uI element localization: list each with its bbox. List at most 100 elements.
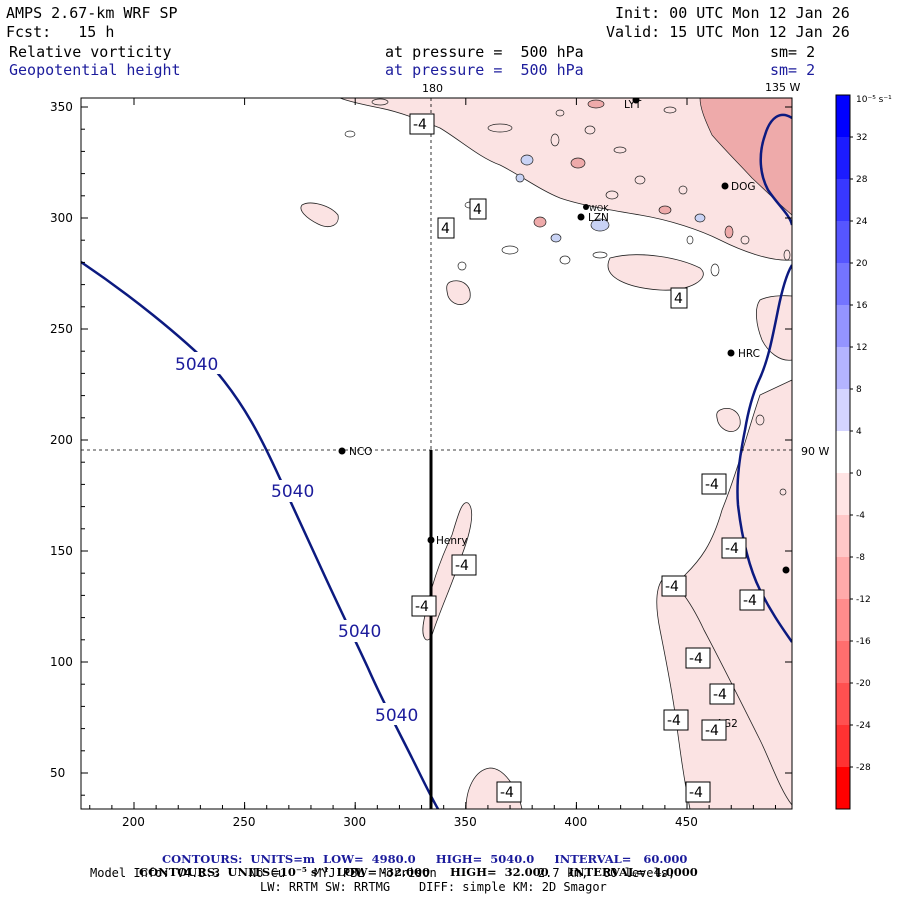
colorbar-segment — [836, 431, 850, 474]
field1-level: at pressure = 500 hPa — [385, 43, 584, 61]
x-tick-label: 400 — [564, 815, 587, 829]
colorbar-unit: 10⁻⁵ s⁻¹ — [856, 95, 892, 105]
colorbar-label: -12 — [856, 595, 871, 605]
colorbar-segment — [836, 725, 850, 768]
station-label-hrc: HRC — [738, 348, 760, 360]
vort-label-box — [670, 287, 688, 309]
colorbar-segment — [836, 305, 850, 348]
vort-region-small1 — [446, 280, 471, 305]
colorbar-label: -24 — [856, 721, 871, 731]
vort-strong-6 — [724, 225, 734, 239]
vort-label: 4 — [473, 202, 482, 218]
colorbar-segment — [836, 347, 850, 390]
vort-label-box — [411, 595, 437, 617]
vort-pos-4 — [550, 233, 562, 243]
vort-label: -4 — [667, 713, 681, 729]
vort-label: -4 — [705, 723, 719, 739]
colorbar-label: 32 — [856, 133, 867, 143]
plot-frame — [80, 97, 793, 810]
vort-label: -4 — [500, 785, 514, 801]
colorbar-frame — [835, 94, 851, 810]
colorbar-segment — [836, 95, 850, 138]
station-dot-dog — [721, 182, 729, 190]
meridian-label-180: 180 — [422, 82, 443, 95]
colorbar-label: 0 — [856, 469, 862, 479]
y-tick-label: 300 — [50, 211, 73, 225]
y-tick-label: 250 — [50, 322, 73, 336]
meridian-label-135w: 135 W — [765, 81, 800, 94]
vort-label-box — [437, 217, 455, 239]
vort-label-box — [685, 781, 711, 803]
station-dot-henry — [427, 536, 435, 544]
footer-model-info: Model Info: V4.3.3 No Cu MYJ PBL Morriso… — [90, 866, 676, 880]
vort-label: -4 — [705, 477, 719, 493]
vort-label-box — [451, 554, 477, 576]
vort-label: -4 — [713, 687, 727, 703]
vorticity-positive-regions — [515, 154, 706, 243]
y-tick-label: 150 — [50, 544, 73, 558]
colorbar-label: 20 — [856, 259, 868, 269]
vort-label-box — [721, 537, 747, 559]
colorbar-segment — [836, 473, 850, 516]
colorbar-label: -16 — [856, 637, 871, 647]
station-label-wok: WOK — [589, 204, 609, 213]
colorbar-segment — [836, 683, 850, 726]
colorbar-segment — [836, 179, 850, 222]
vort-label-box — [661, 575, 687, 597]
colorbar-label: -8 — [856, 553, 865, 563]
vort-strong-2 — [570, 157, 586, 169]
station-label-lzn: LZN — [588, 212, 609, 224]
vort-label-box — [496, 781, 522, 803]
vort-label-box — [739, 589, 765, 611]
y-tick-label: 50 — [50, 766, 65, 780]
x-tick-label: 350 — [454, 815, 477, 829]
vort-region-small2 — [716, 408, 741, 432]
model-title: AMPS 2.67-km WRF SP — [6, 4, 178, 22]
colorbar-label: 28 — [856, 175, 868, 185]
vort-pos-5 — [694, 213, 706, 223]
colorbar-label: 12 — [856, 343, 867, 353]
vort-label: -4 — [415, 599, 429, 615]
colorbar-segment — [836, 221, 850, 264]
vort-strong-4 — [658, 205, 672, 215]
field1-smoothing: sm= 2 — [770, 43, 816, 61]
x-tick-label: 200 — [122, 815, 145, 829]
vort-region-north-tongue — [339, 98, 792, 261]
vort-region-north-2 — [607, 254, 704, 291]
vorticity-small-contours — [344, 98, 791, 496]
y-tick-label: 200 — [50, 433, 73, 447]
field2-smoothing: sm= 2 — [770, 61, 816, 79]
height-label-2: 5040 — [271, 482, 314, 502]
init-time: Init: 00 UTC Mon 12 Jan 26 — [615, 4, 850, 22]
colorbar-label: -4 — [856, 511, 865, 521]
vort-pos-1 — [590, 218, 610, 232]
colorbar-segment — [836, 641, 850, 684]
colorbar-label: 16 — [856, 301, 868, 311]
x-tick-label: 300 — [343, 815, 366, 829]
station-dot-lzn — [577, 213, 585, 221]
vort-label-box — [701, 719, 727, 741]
vort-label: -4 — [665, 579, 679, 595]
vort-label: -4 — [725, 541, 739, 557]
vort-label-box — [701, 473, 727, 495]
vort-label: -4 — [455, 558, 469, 574]
field2-level: at pressure = 500 hPa — [385, 61, 584, 79]
colorbar: 32 28 24 20 16 12 8 4 0 -4 -8 -12 -16 -20 -24 -28 — [835, 94, 871, 810]
footer-vort-contours: CONTOURS: UNITS=10⁻⁵ s⁻¹ LOW= -32.000 HI… — [139, 865, 698, 879]
colorbar-segment — [836, 263, 850, 306]
colorbar-segment — [836, 767, 850, 810]
vort-strong-3 — [533, 216, 547, 228]
station-label-dog: DOG — [731, 181, 756, 193]
footer-height-contours: CONTOURS: UNITS=m LOW= 4980.0 HIGH= 5040… — [162, 852, 688, 866]
vort-label-box — [469, 198, 487, 220]
vort-pos-2 — [520, 154, 534, 166]
vort-label-box — [409, 113, 435, 135]
field2-name: Geopotential height — [9, 61, 181, 79]
vort-label: 4 — [441, 221, 450, 237]
colorbar-segment — [836, 389, 850, 432]
vort-strong-5 — [587, 99, 605, 109]
colorbar-segment — [836, 599, 850, 642]
vort-region-nw-blob — [300, 202, 339, 227]
y-tick-label: 350 — [50, 100, 73, 114]
